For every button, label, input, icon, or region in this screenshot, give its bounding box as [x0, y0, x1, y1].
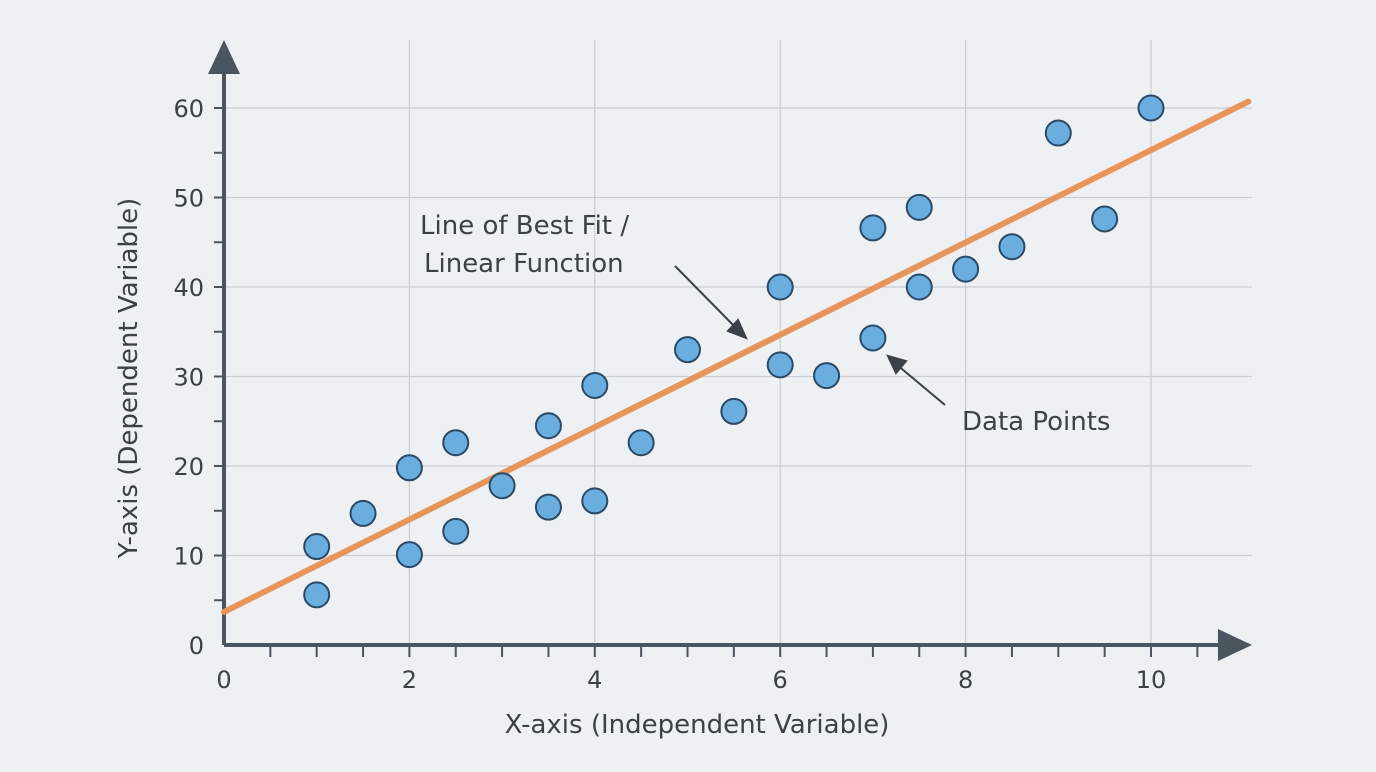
data-point [905, 273, 933, 301]
data-point [534, 493, 562, 521]
data-point [442, 517, 470, 545]
x-tick-label: 2 [402, 666, 417, 694]
annotation-points-label: Data Points [962, 407, 1110, 437]
points [303, 94, 1165, 609]
points-arrow [895, 363, 946, 406]
data-point [766, 351, 794, 379]
data-point [627, 429, 655, 457]
y-tick-label: 0 [189, 632, 204, 660]
data-point [349, 499, 377, 527]
annotation-line-label-1: Line of Best Fit / [420, 211, 629, 241]
fit-line-group [221, 98, 1252, 615]
data-point [303, 581, 331, 609]
y-axis-arrow-icon [208, 40, 240, 74]
data-point [813, 362, 841, 390]
y-tick-label: 40 [173, 274, 204, 302]
y-tick-label: 20 [173, 453, 204, 481]
data-point [534, 412, 562, 440]
data-point [395, 541, 423, 569]
line-arrowhead [726, 318, 748, 340]
grid [224, 40, 1252, 645]
data-point [395, 454, 423, 482]
data-point [303, 533, 331, 561]
data-point [859, 324, 887, 352]
data-point [1091, 205, 1119, 233]
x-tick-label: 0 [216, 666, 231, 694]
data-point [905, 193, 933, 221]
data-point [998, 233, 1026, 261]
x-tick-label: 10 [1136, 666, 1167, 694]
y-axis-label: Y-axis (Dependent Variable) [114, 198, 144, 560]
x-tick-label: 8 [958, 666, 973, 694]
data-point [766, 273, 794, 301]
x-axis-label: X-axis (Independent Variable) [505, 710, 890, 740]
x-axis-arrow-icon [1218, 629, 1252, 661]
y-tick-label: 10 [173, 543, 204, 571]
annotation-line-label-2: Linear Function [424, 249, 624, 279]
axes [208, 40, 1252, 661]
y-tick-label: 50 [173, 185, 204, 213]
x-tick-label: 4 [587, 666, 602, 694]
x-tick-label: 6 [773, 666, 788, 694]
data-point [674, 336, 701, 364]
points-arrowhead [886, 354, 908, 375]
line-arrow [674, 265, 739, 331]
y-tick-label: 30 [173, 364, 204, 392]
annotation-arrows [674, 265, 946, 406]
data-point [442, 429, 470, 457]
data-point [720, 397, 748, 425]
data-point [1137, 94, 1165, 122]
data-point [1044, 119, 1072, 147]
data-point [581, 487, 609, 515]
y-tick-label: 60 [173, 95, 204, 123]
tick-labels: 0 2 4 6 8 10 0 10 20 30 40 50 60 [173, 95, 1166, 694]
data-point [952, 255, 980, 283]
data-point [581, 371, 609, 399]
data-point [859, 214, 887, 242]
fit-line [221, 98, 1252, 615]
data-point [488, 472, 516, 500]
